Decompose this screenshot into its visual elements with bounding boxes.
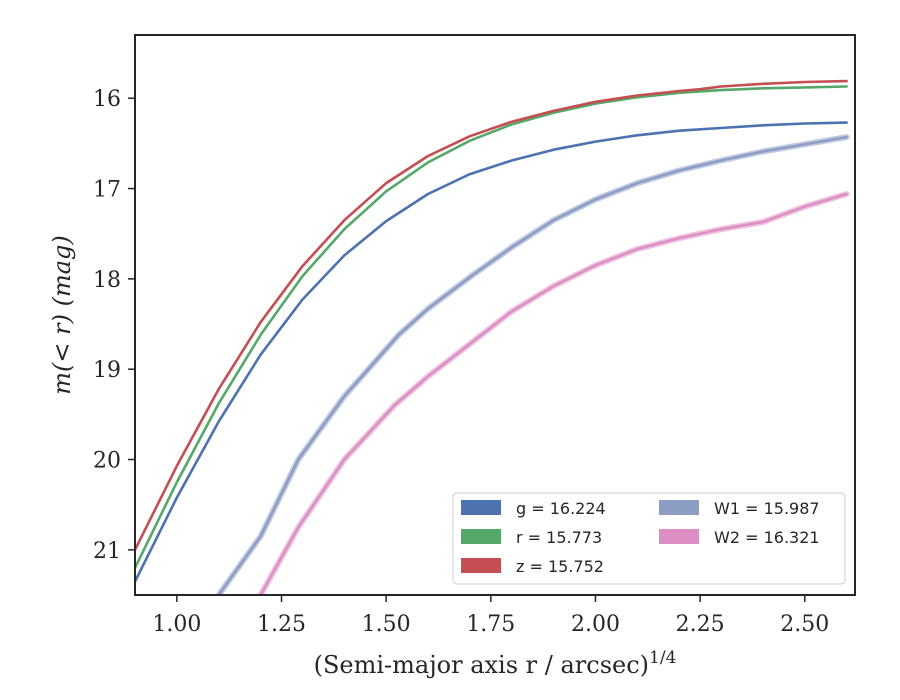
y-tick-label: 20	[93, 449, 121, 474]
legend-swatch	[461, 500, 501, 515]
series-line-3	[135, 79, 848, 552]
series-line-2	[135, 85, 848, 570]
x-tick-label: 1.75	[466, 612, 515, 637]
y-axis-title: m(< r) (mag)	[48, 235, 76, 394]
y-tick-label: 19	[93, 358, 121, 383]
legend-swatch	[659, 500, 699, 515]
x-tick-label: 2.00	[571, 612, 620, 637]
legend-swatch	[659, 529, 699, 544]
legend-box	[452, 492, 846, 585]
x-axis: 1.00 1.25 1.50 1.75 2.00 2.25 2.50	[152, 595, 829, 637]
x-axis-title-superscript: 1/4	[649, 648, 676, 668]
y-tick-label: 17	[93, 178, 121, 203]
x-axis-title: (Semi-major axis r / arcsec)1/4	[314, 648, 677, 679]
plot-frame	[134, 34, 856, 596]
series-line-1	[135, 121, 848, 583]
series-layer	[135, 79, 850, 595]
legend-swatch	[461, 558, 501, 573]
y-tick-label: 18	[93, 268, 121, 293]
legend-label: W2 = 16.321	[714, 528, 820, 547]
x-tick-label: 1.00	[152, 612, 201, 637]
legend-label: r = 15.773	[516, 528, 602, 547]
x-tick-label: 1.50	[362, 612, 411, 637]
y-tick-label: 21	[93, 539, 121, 564]
legend-label: W1 = 15.987	[714, 499, 820, 518]
y-tick-label: 16	[93, 87, 121, 112]
y-axis: 16 17 18 19 20 21	[93, 87, 135, 564]
x-tick-label: 1.25	[257, 612, 306, 637]
legend: g = 16.224 r = 15.773 z = 15.752 W1 = 15.98…	[452, 492, 846, 585]
series-line-5	[259, 192, 848, 595]
legend-swatch	[461, 529, 501, 544]
x-tick-label: 2.25	[676, 612, 725, 637]
x-tick-label: 2.50	[780, 612, 829, 637]
legend-label: z = 15.752	[516, 557, 604, 576]
series-line-4	[217, 135, 848, 595]
legend-label: g = 16.224	[516, 499, 606, 518]
